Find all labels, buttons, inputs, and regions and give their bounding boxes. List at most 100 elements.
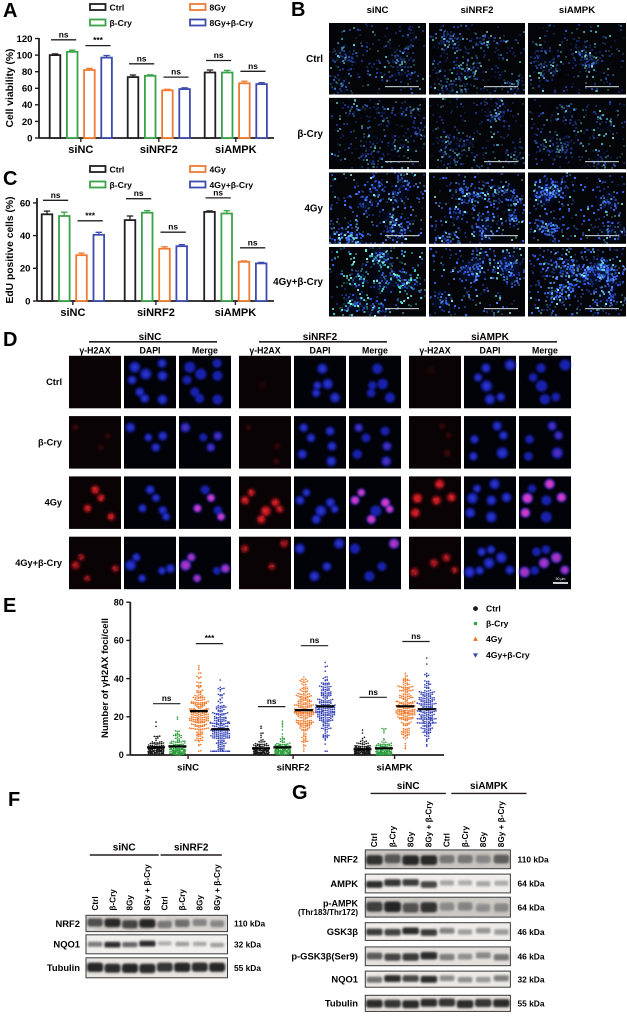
- svg-text:siAMPK: siAMPK: [215, 144, 257, 156]
- svg-text:8Gy: 8Gy: [126, 895, 135, 911]
- svg-text:GSK3β: GSK3β: [327, 926, 359, 937]
- svg-text:siNRF2: siNRF2: [174, 843, 209, 854]
- svg-text:DAPI: DAPI: [309, 346, 330, 356]
- svg-text:4Gy: 4Gy: [486, 634, 502, 644]
- svg-text:55 kDa: 55 kDa: [234, 963, 261, 973]
- svg-text:50 μm: 50 μm: [556, 577, 566, 581]
- svg-text:β-Cry: β-Cry: [178, 889, 187, 911]
- svg-text:32 kDa: 32 kDa: [518, 974, 545, 984]
- svg-text:80: 80: [114, 597, 124, 607]
- svg-text:NQO1: NQO1: [53, 939, 80, 950]
- svg-text:G: G: [292, 782, 308, 804]
- svg-text:4Gy+β-Cry: 4Gy+β-Cry: [15, 558, 63, 568]
- svg-text:ns: ns: [171, 67, 181, 77]
- svg-text:60: 60: [20, 198, 31, 209]
- svg-text:4Gy: 4Gy: [45, 498, 63, 508]
- svg-text:β-Cry: β-Cry: [110, 18, 133, 28]
- svg-text:NQO1: NQO1: [331, 974, 358, 985]
- svg-text:40: 40: [22, 100, 33, 111]
- svg-text:Number of γH2AX foci/cell: Number of γH2AX foci/cell: [100, 618, 111, 738]
- svg-text:siAMPK: siAMPK: [376, 763, 412, 774]
- svg-text:NRF2: NRF2: [56, 918, 80, 929]
- svg-text:60: 60: [22, 84, 33, 95]
- svg-text:B: B: [291, 0, 305, 21]
- svg-text:55 kDa: 55 kDa: [518, 999, 545, 1009]
- svg-text:4Gy: 4Gy: [304, 204, 323, 215]
- svg-text:p-GSK3β(Ser9): p-GSK3β(Ser9): [291, 951, 358, 962]
- svg-text:ns: ns: [51, 190, 61, 200]
- svg-text:Merge: Merge: [192, 346, 218, 356]
- svg-text:β-Cry: β-Cry: [388, 825, 397, 847]
- svg-text:β-Cry: β-Cry: [461, 825, 470, 847]
- svg-text:Ctrl: Ctrl: [443, 833, 452, 847]
- svg-text:Cell viability (%): Cell viability (%): [5, 49, 16, 128]
- svg-text:siNRF2: siNRF2: [277, 763, 310, 774]
- svg-text:ns: ns: [267, 697, 277, 706]
- svg-text:Ctrl: Ctrl: [486, 603, 501, 613]
- svg-text:β-Cry: β-Cry: [110, 180, 133, 190]
- svg-text:β-Cry: β-Cry: [38, 437, 63, 447]
- svg-text:siNRF2: siNRF2: [303, 332, 338, 343]
- svg-text:AMPK: AMPK: [330, 878, 358, 889]
- svg-text:46 kDa: 46 kDa: [518, 927, 545, 937]
- svg-text:80: 80: [22, 67, 33, 78]
- svg-text:NRF2: NRF2: [334, 854, 358, 865]
- svg-text:DAPI: DAPI: [139, 346, 160, 356]
- svg-text:ns: ns: [310, 636, 320, 645]
- svg-text:siNC: siNC: [139, 332, 162, 343]
- svg-text:siAMPK: siAMPK: [559, 5, 595, 16]
- svg-text:p-AMPK: p-AMPK: [323, 898, 358, 908]
- svg-text:0: 0: [119, 750, 124, 760]
- svg-text:EdU positive cells (%): EdU positive cells (%): [5, 196, 16, 303]
- svg-text:4Gy+β-Cry: 4Gy+β-Cry: [486, 650, 530, 660]
- svg-text:***: ***: [205, 634, 215, 643]
- svg-text:siNC: siNC: [113, 843, 136, 854]
- svg-text:20: 20: [114, 712, 124, 722]
- svg-text:8Gy: 8Gy: [406, 831, 415, 847]
- svg-text:Ctrl: Ctrl: [110, 164, 125, 174]
- svg-text:ns: ns: [248, 237, 258, 247]
- svg-text:8Gy + β-Cry: 8Gy + β-Cry: [425, 801, 434, 848]
- svg-text:ns: ns: [162, 694, 172, 703]
- svg-text:siNRF2: siNRF2: [460, 5, 493, 16]
- svg-text:ns: ns: [213, 187, 223, 197]
- svg-text:Ctrl: Ctrl: [161, 896, 170, 910]
- svg-text:***: ***: [85, 210, 96, 220]
- svg-text:8Gy: 8Gy: [479, 831, 488, 847]
- svg-text:ns: ns: [411, 632, 421, 641]
- svg-text:4Gy: 4Gy: [210, 164, 226, 174]
- svg-text:A: A: [3, 0, 17, 22]
- svg-text:Ctrl: Ctrl: [110, 2, 125, 12]
- svg-text:32 kDa: 32 kDa: [234, 940, 261, 950]
- svg-text:ns: ns: [168, 222, 178, 232]
- svg-text:C: C: [3, 168, 17, 190]
- svg-text:γ-H2AX: γ-H2AX: [249, 346, 280, 356]
- svg-text:120: 120: [16, 34, 32, 45]
- svg-text:γ-H2AX: γ-H2AX: [419, 346, 450, 356]
- svg-text:Tubulin: Tubulin: [47, 962, 80, 973]
- svg-text:100: 100: [16, 51, 32, 62]
- svg-text:Merge: Merge: [362, 346, 388, 356]
- svg-text:siAMPK: siAMPK: [471, 332, 510, 343]
- svg-text:E: E: [3, 595, 16, 617]
- svg-text:Tubulin: Tubulin: [325, 998, 358, 1009]
- svg-text:8Gy: 8Gy: [210, 2, 226, 12]
- svg-text:ns: ns: [214, 50, 224, 60]
- svg-text:γ-H2AX: γ-H2AX: [79, 346, 110, 356]
- svg-text:64 kDa: 64 kDa: [518, 879, 545, 889]
- svg-text:siNRF2: siNRF2: [140, 144, 178, 156]
- svg-text:ns: ns: [134, 188, 144, 198]
- svg-text:Merge: Merge: [532, 346, 558, 356]
- svg-text:F: F: [8, 789, 20, 811]
- svg-text:***: ***: [93, 35, 104, 45]
- svg-text:D: D: [3, 329, 17, 351]
- svg-text:ns: ns: [137, 53, 147, 63]
- svg-text:ns: ns: [368, 688, 378, 697]
- svg-text:Ctrl: Ctrl: [46, 377, 62, 387]
- svg-text:110 kDa: 110 kDa: [518, 855, 550, 865]
- svg-text:8Gy + β-Cry: 8Gy + β-Cry: [497, 801, 506, 848]
- svg-text:60: 60: [114, 636, 124, 646]
- svg-text:ns: ns: [59, 29, 69, 39]
- svg-text:8Gy+β-Cry: 8Gy+β-Cry: [210, 18, 254, 28]
- svg-text:β-Cry: β-Cry: [297, 129, 323, 140]
